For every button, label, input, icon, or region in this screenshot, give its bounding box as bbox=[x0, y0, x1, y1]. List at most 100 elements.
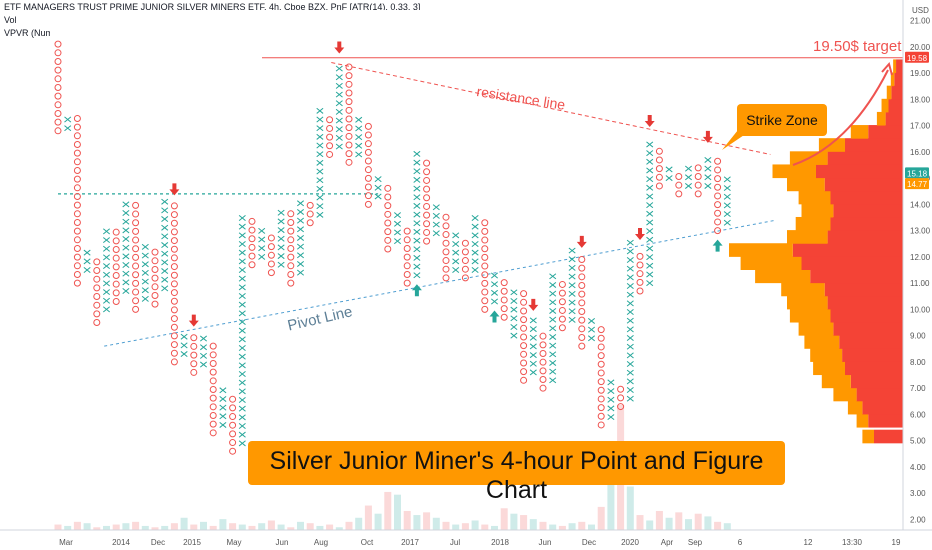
o-mark bbox=[461, 248, 469, 256]
x-mark bbox=[316, 151, 324, 158]
o-mark bbox=[403, 244, 411, 252]
volume-indicator-label[interactable]: Vol bbox=[4, 15, 17, 25]
o-mark bbox=[423, 159, 431, 167]
o-mark bbox=[345, 150, 353, 158]
x-mark bbox=[704, 182, 712, 189]
o-mark bbox=[520, 342, 528, 350]
o-mark bbox=[132, 271, 140, 279]
time-tick-label: Sep bbox=[688, 538, 703, 547]
pnf-column bbox=[132, 201, 140, 313]
pnf-column bbox=[170, 202, 178, 366]
pnf-column bbox=[655, 147, 663, 190]
x-mark bbox=[510, 315, 518, 322]
volume-bar bbox=[704, 516, 712, 530]
o-mark bbox=[597, 334, 605, 342]
o-mark bbox=[287, 218, 295, 226]
o-mark bbox=[461, 239, 469, 247]
x-mark bbox=[549, 273, 557, 280]
x-mark bbox=[549, 325, 557, 332]
volume-bar bbox=[229, 523, 237, 530]
up-arrow bbox=[411, 284, 422, 297]
x-mark bbox=[335, 126, 343, 133]
o-mark bbox=[170, 219, 178, 227]
o-mark bbox=[364, 200, 372, 208]
vpvr-up-bar bbox=[729, 243, 793, 257]
time-tick-label: Apr bbox=[661, 538, 674, 547]
volume-bar bbox=[316, 525, 324, 530]
pnf-column bbox=[151, 248, 159, 308]
volume-bar bbox=[597, 506, 605, 530]
volume-bar bbox=[103, 525, 110, 530]
o-mark bbox=[170, 315, 178, 323]
x-mark bbox=[277, 209, 285, 216]
chart-symbol-title[interactable]: ETF MANAGERS TRUST PRIME JUNIOR SILVER M… bbox=[4, 2, 421, 12]
x-mark bbox=[355, 142, 363, 149]
pnf-column bbox=[141, 243, 149, 302]
x-mark bbox=[646, 262, 654, 269]
x-mark bbox=[413, 228, 421, 235]
o-mark bbox=[112, 228, 120, 236]
x-mark bbox=[102, 245, 111, 252]
pnf-column bbox=[471, 215, 479, 273]
o-mark bbox=[73, 149, 81, 157]
o-mark bbox=[500, 313, 508, 321]
volume-bar bbox=[326, 524, 334, 530]
x-mark bbox=[238, 431, 246, 438]
x-mark bbox=[238, 336, 246, 343]
vpvr-down-bar bbox=[874, 429, 903, 444]
x-mark bbox=[626, 300, 634, 307]
x-mark bbox=[374, 193, 382, 200]
o-mark bbox=[520, 307, 528, 315]
o-mark bbox=[558, 315, 566, 323]
time-tick-label: 2014 bbox=[112, 538, 130, 547]
x-mark bbox=[549, 351, 557, 358]
x-mark bbox=[568, 299, 576, 306]
x-mark bbox=[355, 134, 363, 141]
volume-bar bbox=[578, 521, 586, 530]
x-mark bbox=[238, 267, 246, 273]
o-mark bbox=[151, 300, 159, 308]
volume-bar bbox=[723, 523, 731, 530]
o-mark bbox=[364, 192, 372, 200]
volume-bar bbox=[646, 520, 654, 530]
x-mark bbox=[510, 324, 518, 330]
x-mark bbox=[64, 125, 72, 132]
x-mark bbox=[646, 202, 654, 209]
o-mark bbox=[442, 274, 450, 282]
o-mark bbox=[248, 235, 256, 243]
o-mark bbox=[132, 262, 140, 270]
x-mark bbox=[141, 295, 149, 302]
o-mark bbox=[520, 359, 528, 367]
x-mark bbox=[626, 265, 634, 272]
x-mark bbox=[122, 227, 130, 234]
x-mark bbox=[277, 261, 285, 268]
o-mark bbox=[345, 89, 353, 97]
x-mark bbox=[413, 194, 421, 201]
o-mark bbox=[481, 271, 489, 279]
o-mark bbox=[636, 261, 644, 269]
x-mark bbox=[626, 361, 634, 368]
vpvr-up-bar bbox=[787, 177, 825, 192]
x-mark bbox=[161, 207, 169, 214]
x-mark bbox=[102, 237, 111, 244]
o-mark bbox=[520, 368, 528, 376]
volume-bar bbox=[413, 515, 421, 530]
price-tick-label: 6.00 bbox=[910, 410, 926, 419]
o-mark bbox=[617, 403, 625, 411]
o-mark bbox=[442, 231, 450, 239]
o-mark bbox=[93, 301, 101, 309]
o-mark bbox=[112, 246, 120, 254]
price-tick-label: 19.00 bbox=[910, 69, 931, 78]
o-mark bbox=[364, 148, 372, 156]
o-mark bbox=[655, 173, 663, 181]
pnf-column bbox=[267, 234, 275, 277]
o-mark bbox=[636, 252, 644, 260]
o-mark bbox=[209, 359, 217, 367]
x-mark bbox=[646, 245, 654, 252]
x-mark bbox=[335, 65, 343, 72]
x-mark bbox=[180, 342, 188, 349]
o-mark bbox=[326, 150, 334, 158]
o-mark bbox=[132, 253, 140, 261]
x-mark bbox=[413, 176, 421, 183]
x-mark bbox=[723, 176, 731, 183]
